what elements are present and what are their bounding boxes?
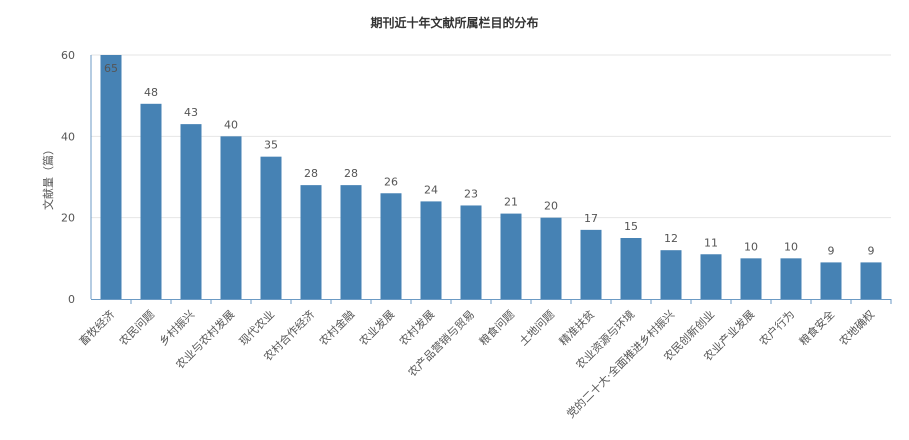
- value-label: 15: [624, 220, 638, 233]
- bar[interactable]: [260, 156, 282, 299]
- bars: [100, 55, 882, 299]
- axes: [90, 55, 892, 304]
- x-category-label: 农村金融: [316, 307, 357, 348]
- bar[interactable]: [300, 185, 322, 299]
- bar[interactable]: [180, 124, 202, 299]
- x-category-label: 农地确权: [836, 307, 877, 348]
- bar[interactable]: [140, 103, 162, 299]
- value-label: 12: [664, 232, 678, 245]
- bar[interactable]: [780, 258, 802, 299]
- x-category-label: 乡村振兴: [156, 307, 197, 348]
- value-label: 23: [464, 187, 478, 200]
- bar[interactable]: [220, 136, 242, 299]
- y-tick-label: 40: [61, 130, 75, 143]
- x-category-label: 粮食问题: [476, 307, 517, 348]
- value-label: 43: [184, 106, 198, 119]
- value-label: 40: [224, 118, 238, 131]
- bar[interactable]: [540, 217, 562, 299]
- chart-title: 期刊近十年文献所属栏目的分布: [370, 16, 539, 30]
- value-label: 24: [424, 183, 438, 196]
- value-label: 10: [744, 240, 758, 253]
- bar[interactable]: [580, 229, 602, 299]
- value-label: 17: [584, 212, 598, 225]
- value-label: 9: [868, 244, 875, 257]
- bar[interactable]: [820, 262, 842, 299]
- bar[interactable]: [860, 262, 882, 299]
- value-label: 28: [344, 167, 358, 180]
- value-label: 21: [504, 196, 518, 209]
- x-category-label: 农产品营销与贸易: [405, 307, 477, 379]
- y-tick-label: 0: [68, 293, 75, 306]
- bar[interactable]: [700, 254, 722, 299]
- value-label: 10: [784, 240, 798, 253]
- x-category-label: 土地问题: [517, 308, 557, 348]
- y-tick-label: 60: [61, 49, 75, 62]
- value-label: 48: [144, 86, 158, 99]
- x-category-label: 畜牧经济: [76, 307, 117, 348]
- bar[interactable]: [340, 185, 362, 299]
- x-category-label: 农业发展: [356, 307, 397, 348]
- y-tick-label: 20: [61, 212, 75, 225]
- value-label: 11: [704, 236, 718, 249]
- bar[interactable]: [380, 193, 402, 299]
- value-label: 35: [264, 139, 278, 152]
- value-label: 28: [304, 167, 318, 180]
- bar[interactable]: [620, 238, 642, 299]
- x-category-label: 农村发展: [396, 307, 437, 348]
- bar[interactable]: [660, 250, 682, 299]
- bar[interactable]: [420, 201, 442, 299]
- grid-lines: [91, 54, 891, 219]
- value-label: 26: [384, 175, 398, 188]
- x-category-label: 农民问题: [116, 307, 157, 348]
- bar[interactable]: [460, 205, 482, 299]
- x-category-label: 粮食安全: [796, 307, 837, 348]
- x-category-label: 精准扶贫: [556, 307, 597, 348]
- value-label: 65: [104, 62, 118, 75]
- x-category-label: 现代农业: [236, 307, 277, 348]
- y-axis-title: 文献量（篇）: [41, 144, 55, 210]
- bar[interactable]: [500, 213, 522, 299]
- bar[interactable]: [740, 258, 762, 299]
- value-label: 9: [828, 244, 835, 257]
- value-label: 20: [544, 200, 558, 213]
- x-category-label: 农户行为: [756, 307, 797, 348]
- bar[interactable]: [100, 55, 122, 299]
